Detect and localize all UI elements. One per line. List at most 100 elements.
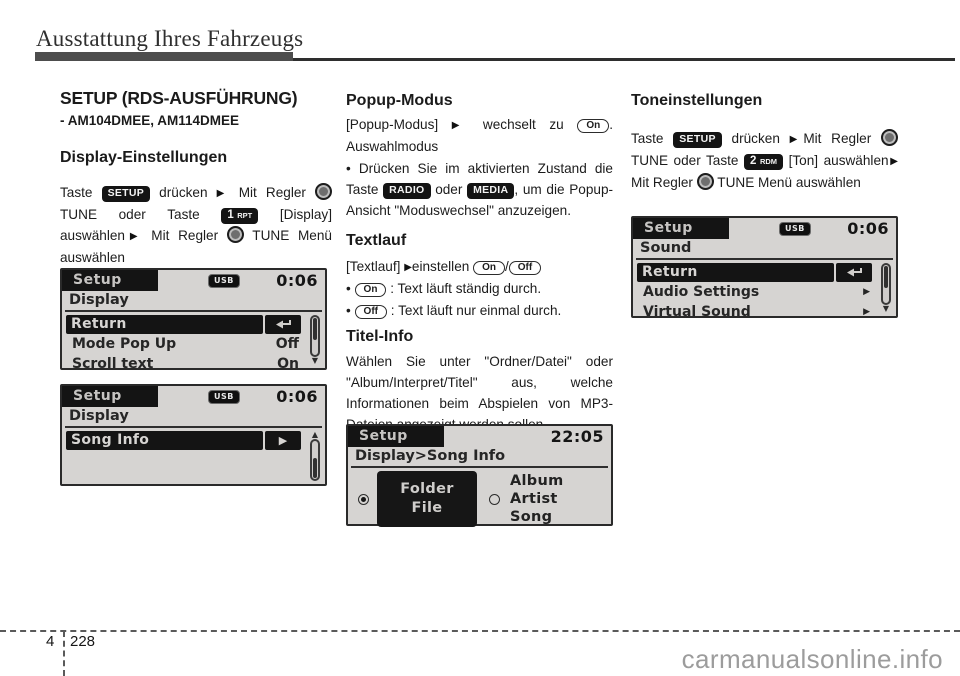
text: Mit Regler xyxy=(631,175,693,190)
preset-2-rdm-key: 2 RDM xyxy=(744,154,784,170)
step-arrow-icon: ▶ xyxy=(125,231,143,242)
screen-title: Setup xyxy=(348,426,444,447)
screen-title: Setup xyxy=(62,386,158,407)
chapter-header: Ausstattung Ihres Fahrzeugs xyxy=(36,26,304,51)
subsection-toneinstellungen: Toneinstellungen xyxy=(631,92,763,109)
text: TUNE Menü auswählen xyxy=(60,228,332,265)
chapter-number: 4 xyxy=(46,633,55,650)
menu-item-virtual-sound: Virtual Sound ▶ xyxy=(643,304,870,320)
menu-list: Song Info ▶ xyxy=(62,428,325,450)
divider xyxy=(351,466,608,468)
option-folder-file: Folder File xyxy=(377,471,477,527)
menu-item-scroll-text: Scroll text On xyxy=(72,356,299,372)
text: : Text läuft nur einmal durch. xyxy=(390,303,562,318)
screen-titlebar: Setup 22:05 xyxy=(348,426,611,447)
header-rule xyxy=(293,58,955,61)
breadcrumb: Display>Song Info xyxy=(355,448,506,464)
screen-titlebar: Setup USB 0:06 xyxy=(633,218,896,239)
off-pill: Off xyxy=(354,305,387,319)
screenshot-song-info-entry: Setup USB 0:06 Display Song Info ▶ ▲ xyxy=(60,384,327,486)
right-arrow-icon: ▶ xyxy=(863,287,870,297)
menu-list: Return Audio Settings ▶ Virtual Sound ▶ xyxy=(633,260,896,322)
song-info-options: Folder File Album Artist Song xyxy=(348,468,611,527)
screenshot-song-info-options: Setup 22:05 Display>Song Info Folder Fil… xyxy=(346,424,613,527)
radio-unselected-icon xyxy=(489,493,500,505)
scrollbar: ▲ xyxy=(310,431,320,481)
radio-key: RADIO xyxy=(383,183,431,199)
on-pill: On xyxy=(354,283,387,297)
step-arrow-icon: ▶ xyxy=(451,120,470,131)
text: Mit Regler xyxy=(803,131,872,146)
menu-item-return: Return xyxy=(637,263,872,282)
usb-badge: USB xyxy=(208,274,240,288)
text: / xyxy=(505,259,509,274)
text: TUNE oder Taste xyxy=(60,207,200,222)
step-arrow-icon: ▶ xyxy=(789,134,804,145)
clock: 0:06 xyxy=(276,387,318,406)
setup-key: SETUP xyxy=(673,132,722,148)
subsection-textlauf: Textlauf xyxy=(346,232,407,249)
titel-info-body: Wählen Sie unter "Ordner/Datei" oder "Al… xyxy=(346,354,613,432)
text: [Display] auswählen xyxy=(60,207,332,243)
clock: 0:06 xyxy=(276,271,318,290)
screenshot-display-menu: Setup USB 0:06 Display Return Mode Pop U… xyxy=(60,268,327,372)
scrollbar: ▼ xyxy=(310,315,320,365)
text: wechselt zu xyxy=(482,117,564,132)
menu-item-song-info: Song Info ▶ xyxy=(66,431,301,450)
screen-title: Setup xyxy=(633,218,729,239)
scroll-down-icon: ▼ xyxy=(882,304,890,313)
right-arrow-icon: ▶ xyxy=(863,307,870,317)
off-pill: Off xyxy=(508,261,542,275)
subsection-titel-info: Titel-Info xyxy=(346,328,414,345)
text: Taste xyxy=(631,131,664,146)
menu-item-mode-pop-up: Mode Pop Up Off xyxy=(72,336,299,352)
option-album-artist-song: Album Artist Song xyxy=(510,473,564,525)
divider xyxy=(65,310,322,312)
text: [Textlauf] xyxy=(346,259,401,274)
screen-section-label: Display xyxy=(69,292,129,308)
text: , um die Popup-Ansicht "Moduswechsel" an… xyxy=(346,182,614,218)
menu-list: Return Mode Pop Up Off Scroll text On xyxy=(62,312,325,374)
page-number: 228 xyxy=(70,633,96,650)
radio-selected-icon xyxy=(358,493,369,505)
step-arrow-icon: ▶ xyxy=(216,188,230,199)
step-arrow-icon: ▶ xyxy=(888,156,898,167)
screen-section-label: Display xyxy=(69,408,129,424)
text: drücken xyxy=(159,185,208,200)
return-icon xyxy=(265,315,301,334)
usb-badge: USB xyxy=(208,390,240,404)
text: [Popup-Modus] xyxy=(346,117,439,132)
popup-modus-line: [Popup-Modus] ▶ wechselt zu On. Auswahlm… xyxy=(346,114,613,157)
menu-item-value: On xyxy=(277,356,299,372)
header-bar xyxy=(35,52,293,61)
clock: 22:05 xyxy=(550,427,604,446)
setup-key: SETUP xyxy=(101,186,151,202)
footer-dashed-rule xyxy=(0,630,960,632)
tune-knob-icon xyxy=(696,173,714,190)
preset-1-rpt-key: 1 RPT xyxy=(221,208,259,224)
text: • Drücken Sie im aktivierten Zustand die… xyxy=(346,161,613,197)
text: : Text läuft ständig durch. xyxy=(390,281,542,296)
text: Taste xyxy=(60,185,93,200)
bullet: • xyxy=(346,303,351,318)
scrollbar: ▼ xyxy=(881,263,891,313)
text: Mit Regler xyxy=(151,228,219,243)
scroll-down-icon: ▼ xyxy=(311,356,319,365)
subsection-popup-modus: Popup-Modus xyxy=(346,92,453,109)
screen-titlebar: Setup USB 0:06 xyxy=(62,386,325,407)
scroll-up-icon: ▲ xyxy=(311,430,319,439)
textlauf-bullet-on: • On : Text läuft ständig durch. xyxy=(346,278,613,299)
step-arrow-icon: ▶ xyxy=(404,262,412,273)
return-icon xyxy=(836,263,872,282)
text: TUNE oder Taste xyxy=(631,153,739,168)
text: . Auswahlmodus xyxy=(346,117,613,154)
model-codes: - AM104DMEE, AM114DMEE xyxy=(60,113,240,128)
usb-badge: USB xyxy=(779,222,811,236)
text: TUNE Menü auswählen xyxy=(717,175,861,190)
text: Mit Regler xyxy=(238,185,306,200)
textlauf-bullet-off: • Off : Text läuft nur einmal durch. xyxy=(346,300,613,321)
divider xyxy=(65,426,322,428)
watermark: carmanualsonline.info xyxy=(681,644,943,674)
divider xyxy=(636,258,893,260)
